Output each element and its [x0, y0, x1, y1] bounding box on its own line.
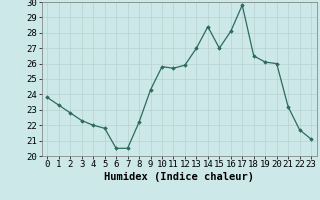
X-axis label: Humidex (Indice chaleur): Humidex (Indice chaleur) [104, 172, 254, 182]
